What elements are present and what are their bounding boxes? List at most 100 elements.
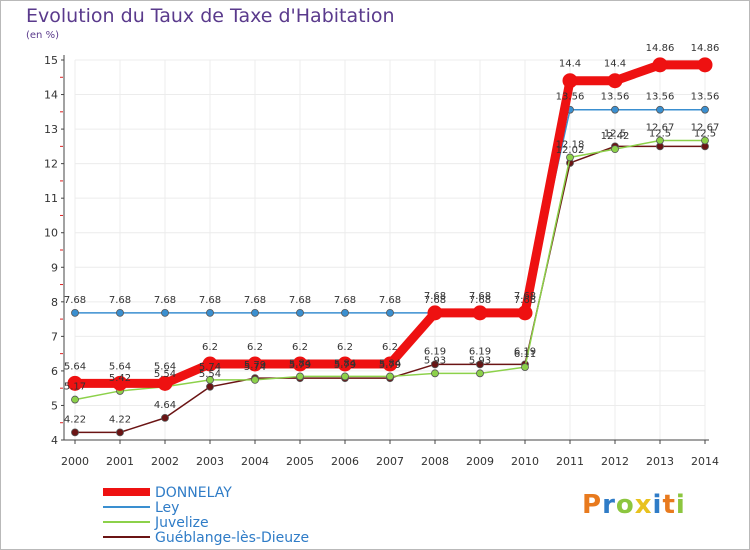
data-label: 5.64: [109, 361, 131, 372]
legend-label: Ley: [155, 500, 179, 516]
x-tick-label: 2008: [421, 455, 449, 468]
data-label: 12.5: [604, 128, 626, 139]
data-point: [386, 308, 394, 317]
data-label: 6.2: [337, 342, 353, 353]
data-label: 5.79: [379, 360, 401, 371]
data-label: 5.42: [109, 373, 131, 384]
data-label: 12.5: [694, 128, 716, 139]
data-point: [161, 308, 169, 317]
proxiti-logo: Proxiti: [582, 490, 686, 520]
data-point: [566, 153, 574, 162]
data-point: [382, 356, 398, 372]
data-label: 6.2: [382, 342, 398, 353]
y-tick-label: 9: [51, 261, 58, 274]
data-label: 13.56: [646, 92, 675, 103]
data-label: 4.64: [154, 400, 176, 411]
data-point: [562, 73, 578, 89]
data-label: 5.54: [154, 369, 176, 380]
data-label: 6.11: [514, 349, 536, 360]
data-point: [697, 57, 713, 73]
data-point: [161, 413, 169, 422]
data-label: 5.79: [289, 360, 311, 371]
data-label: 5.74: [199, 362, 221, 373]
data-point: [427, 305, 443, 321]
legend-label: Guéblange-lès-Dieuze: [155, 530, 309, 546]
y-tick-label: 15: [44, 54, 58, 67]
data-label: 5.17: [64, 382, 86, 393]
data-label: 4.22: [109, 414, 131, 425]
data-label: 5.54: [199, 369, 221, 380]
data-label: 12.67: [691, 122, 720, 133]
data-point: [431, 360, 439, 369]
data-label: 12.02: [556, 145, 585, 156]
data-label: 7.68: [199, 295, 221, 306]
data-point: [247, 356, 263, 372]
y-tick-label: 13: [44, 123, 58, 136]
data-label: 7.68: [379, 295, 401, 306]
data-point: [701, 136, 709, 145]
data-label: 6.19: [424, 346, 446, 357]
data-label: 14.4: [559, 59, 581, 70]
legend-label: DONNELAY: [155, 485, 232, 501]
data-label: 5.93: [424, 355, 446, 366]
data-label: 12.5: [649, 128, 671, 139]
data-label: 6.19: [469, 346, 491, 357]
data-label: 6.2: [247, 342, 263, 353]
data-label: 7.68: [64, 295, 86, 306]
data-point: [67, 375, 83, 391]
data-point: [476, 360, 484, 369]
data-label: 5.93: [469, 355, 491, 366]
x-tick-label: 2001: [106, 455, 134, 468]
data-point: [116, 308, 124, 317]
data-point: [337, 356, 353, 372]
data-point: [202, 356, 218, 372]
data-point: [292, 356, 308, 372]
data-label: 14.86: [646, 43, 675, 54]
x-tick-label: 2000: [61, 455, 89, 468]
data-label: 13.56: [556, 92, 585, 103]
data-label: 7.68: [469, 291, 491, 302]
data-label: 6.2: [202, 342, 218, 353]
data-point: [116, 428, 124, 437]
data-label: 4.22: [64, 414, 86, 425]
data-label: 12.67: [646, 122, 675, 133]
data-label: 5.84: [289, 358, 311, 369]
y-tick-label: 5: [51, 399, 58, 412]
x-tick-label: 2005: [286, 455, 314, 468]
x-tick-label: 2009: [466, 455, 494, 468]
x-tick-label: 2007: [376, 455, 404, 468]
data-point: [476, 369, 484, 378]
data-point: [71, 308, 79, 317]
data-point: [521, 363, 529, 372]
data-label: 6.2: [292, 342, 308, 353]
data-label: 5.79: [244, 360, 266, 371]
x-tick-label: 2013: [646, 455, 674, 468]
y-tick-label: 11: [44, 192, 58, 205]
data-label: 7.68: [424, 291, 446, 302]
x-tick-label: 2012: [601, 455, 629, 468]
data-point: [431, 369, 439, 378]
data-label: 5.64: [64, 361, 86, 372]
data-point: [517, 305, 533, 321]
x-tick-label: 2004: [241, 455, 269, 468]
y-tick-label: 14: [44, 89, 58, 102]
data-point: [611, 145, 619, 154]
data-point: [341, 372, 349, 381]
data-label: 7.68: [469, 295, 491, 306]
x-tick-label: 2011: [556, 455, 584, 468]
data-point: [341, 308, 349, 317]
data-point: [157, 375, 173, 391]
data-point: [656, 105, 664, 114]
y-tick-label: 6: [51, 365, 58, 378]
data-label: 7.68: [424, 295, 446, 306]
data-point: [296, 308, 304, 317]
data-label: 7.68: [334, 295, 356, 306]
data-point: [652, 57, 668, 73]
data-point: [71, 395, 79, 404]
y-tick-label: 12: [44, 158, 58, 171]
data-point: [611, 105, 619, 114]
data-label: 14.4: [604, 59, 626, 70]
x-tick-label: 2010: [511, 455, 539, 468]
x-tick-label: 2003: [196, 455, 224, 468]
